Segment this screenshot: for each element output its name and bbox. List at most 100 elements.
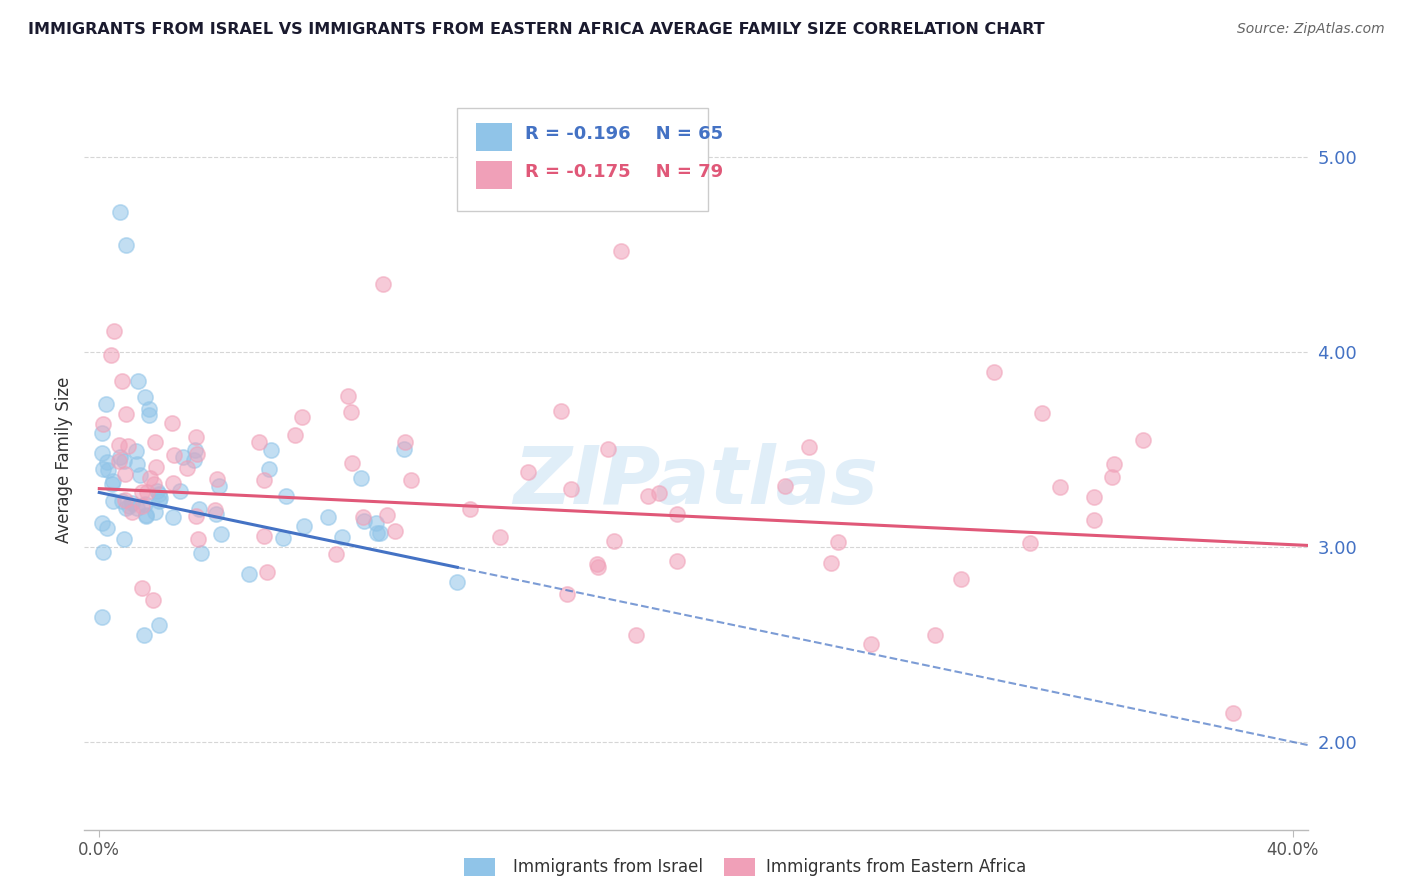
Point — [353, 514, 375, 528]
Point — [350, 471, 373, 485]
Point — [291, 409, 314, 424]
Point — [115, 238, 138, 252]
Point — [384, 524, 406, 538]
Point — [132, 628, 155, 642]
Point — [859, 637, 882, 651]
Point — [1031, 406, 1053, 420]
Point — [108, 450, 131, 464]
Point — [127, 457, 149, 471]
Point — [555, 586, 578, 600]
Point — [145, 460, 167, 475]
Point — [260, 443, 283, 458]
Text: Source: ZipAtlas.com: Source: ZipAtlas.com — [1237, 22, 1385, 37]
Point — [139, 471, 162, 485]
Point — [489, 530, 512, 544]
Point — [131, 581, 153, 595]
Point — [138, 401, 160, 416]
Point — [125, 443, 148, 458]
Point — [128, 468, 150, 483]
Point — [135, 508, 157, 522]
Point — [924, 628, 946, 642]
Point — [103, 324, 125, 338]
Point — [91, 609, 114, 624]
Point — [96, 455, 118, 469]
Text: R = -0.196    N = 65: R = -0.196 N = 65 — [524, 125, 723, 143]
Point — [91, 417, 114, 432]
Point — [603, 533, 626, 548]
Point — [108, 454, 131, 468]
Point — [131, 499, 153, 513]
Point — [394, 435, 416, 450]
Point — [142, 593, 165, 607]
Point — [184, 509, 207, 524]
Point — [637, 489, 659, 503]
Point — [586, 558, 609, 572]
Point — [1018, 536, 1040, 550]
Point — [316, 510, 339, 524]
Point — [143, 434, 166, 449]
Point — [91, 461, 114, 475]
Point — [392, 442, 415, 456]
Point — [183, 452, 205, 467]
Point — [596, 442, 619, 456]
Point — [172, 450, 194, 465]
Point — [100, 348, 122, 362]
Point — [773, 479, 796, 493]
Point — [91, 544, 114, 558]
Point — [253, 529, 276, 543]
Text: ZIPatlas: ZIPatlas — [513, 442, 879, 521]
Point — [253, 473, 276, 487]
Point — [163, 448, 186, 462]
Point — [112, 454, 135, 468]
Text: IMMIGRANTS FROM ISRAEL VS IMMIGRANTS FROM EASTERN AFRICA AVERAGE FAMILY SIZE COR: IMMIGRANTS FROM ISRAEL VS IMMIGRANTS FRO… — [28, 22, 1045, 37]
Point — [114, 467, 136, 482]
Point — [115, 500, 138, 515]
Point — [626, 628, 648, 642]
Point — [797, 440, 820, 454]
Point — [148, 487, 170, 501]
Point — [820, 556, 842, 570]
Point — [983, 365, 1005, 379]
Point — [370, 526, 392, 541]
Point — [111, 374, 134, 388]
Point — [294, 519, 316, 533]
Point — [271, 531, 294, 545]
Point — [446, 574, 468, 589]
Point — [366, 516, 388, 531]
Point — [135, 508, 157, 523]
Point — [111, 493, 134, 508]
Point — [517, 465, 540, 479]
Point — [665, 507, 688, 521]
Point — [149, 491, 172, 505]
Point — [143, 506, 166, 520]
Point — [127, 501, 149, 516]
Point — [1222, 706, 1244, 720]
Point — [190, 546, 212, 560]
Point — [274, 489, 297, 503]
Point — [117, 439, 139, 453]
FancyBboxPatch shape — [457, 108, 709, 211]
Point — [146, 483, 169, 498]
Point — [136, 484, 159, 499]
Point — [138, 408, 160, 422]
Point — [121, 505, 143, 519]
FancyBboxPatch shape — [475, 161, 513, 189]
Point — [399, 473, 422, 487]
Point — [336, 389, 359, 403]
Point — [1083, 513, 1105, 527]
FancyBboxPatch shape — [475, 122, 513, 151]
Point — [247, 434, 270, 449]
Point — [340, 456, 363, 470]
Point — [550, 403, 572, 417]
Point — [188, 501, 211, 516]
Point — [134, 390, 156, 404]
Point — [160, 416, 183, 430]
Point — [114, 492, 136, 507]
Point — [91, 446, 114, 460]
Point — [325, 547, 347, 561]
Text: Immigrants from Israel: Immigrants from Israel — [513, 858, 703, 876]
Point — [101, 476, 124, 491]
Point — [184, 443, 207, 458]
Point — [560, 482, 582, 496]
Point — [1132, 433, 1154, 447]
